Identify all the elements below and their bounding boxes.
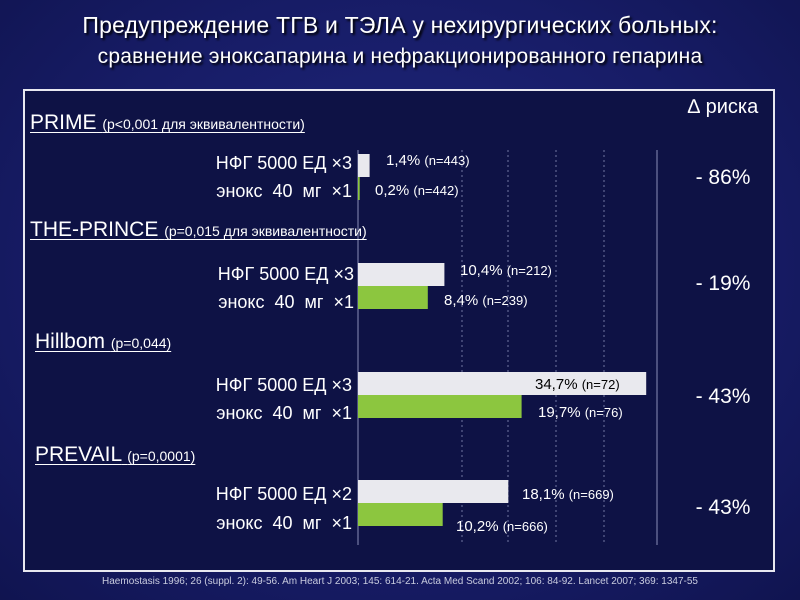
slide-title: Предупреждение ТГВ и ТЭЛА у нехирургичес… <box>82 12 718 38</box>
ufh-n: (n=443) <box>424 153 470 168</box>
risk-value-the-prince: - 19% <box>695 272 751 295</box>
enox-percent: 8,4% <box>444 292 479 309</box>
enox-n: (n=76) <box>584 405 623 420</box>
study-name: PREVAIL <box>35 443 122 466</box>
enox-percent: 10,2% <box>456 518 499 535</box>
study-title-prevail: PREVAIL (p=0,0001) <box>35 443 195 467</box>
ufh-value-label: 1,4% (n=443) <box>386 152 470 169</box>
bar-ufh-prevail <box>358 480 509 503</box>
study-pvalue: (p<0,001 для эквивалентности) <box>102 116 305 132</box>
ufh-dose-label: НФГ 5000 ЕД ×3 <box>217 264 354 284</box>
ufh-percent: 1,4% <box>386 152 421 169</box>
ufh-percent: 10,4% <box>460 262 503 279</box>
enox-n: (n=239) <box>482 293 528 308</box>
references-footnote: Haemostasis 1996; 26 (suppl. 2): 49-56. … <box>102 576 698 587</box>
ufh-dose-label: НФГ 5000 ЕД ×3 <box>215 153 352 173</box>
enox-value-label: 0,2% (n=442) <box>375 182 459 199</box>
ufh-dose-label: НФГ 5000 ЕД ×2 <box>215 484 352 504</box>
ufh-n: (n=72) <box>581 377 620 392</box>
enox-n: (n=666) <box>502 519 548 534</box>
study-title-hillbom: Hillbom (p=0,044) <box>35 330 171 354</box>
slide-subtitle: сравнение эноксапарина и нефракционирова… <box>97 45 703 68</box>
ufh-value-label: 10,4% (n=212) <box>460 262 552 279</box>
ufh-dose-label: НФГ 5000 ЕД ×3 <box>215 375 352 395</box>
study-name: PRIME <box>30 111 97 134</box>
risk-header: ∆ риска <box>687 96 759 118</box>
study-name: THE-PRINCE <box>30 218 159 241</box>
risk-value-prime: - 86% <box>695 166 751 189</box>
study-pvalue: (p=0,015 для эквивалентности) <box>164 223 367 239</box>
ufh-n: (n=669) <box>568 487 614 502</box>
risk-value-hillbom: - 43% <box>695 385 751 408</box>
enox-dose-label: энокс 40 мг ×1 <box>216 403 352 423</box>
enox-value-label: 19,7% (n=76) <box>538 404 623 421</box>
bar-ufh-hillbom <box>358 372 647 395</box>
ufh-percent: 18,1% <box>522 486 565 503</box>
enox-dose-label: энокс 40 мг ×1 <box>218 292 354 312</box>
risk-value-prevail: - 43% <box>695 496 751 519</box>
study-title-the-prince: THE-PRINCE (p=0,015 для эквивалентности) <box>30 218 367 242</box>
ufh-value-label: 18,1% (n=669) <box>522 486 614 503</box>
enox-value-label: 8,4% (n=239) <box>444 292 528 309</box>
bar-enox-prevail <box>358 503 443 526</box>
enox-n: (n=442) <box>413 183 459 198</box>
enox-value-label: 10,2% (n=666) <box>456 518 548 535</box>
study-name: Hillbom <box>35 330 106 353</box>
bar-enox-hillbom <box>358 395 522 418</box>
study-pvalue: (p=0,044) <box>110 335 172 351</box>
bar-ufh-the-prince <box>358 263 445 286</box>
enox-percent: 19,7% <box>538 404 581 421</box>
ufh-value-label: 34,7% (n=72) <box>535 376 620 393</box>
enox-percent: 0,2% <box>375 182 410 199</box>
ufh-percent: 34,7% <box>535 376 578 393</box>
bar-enox-prime <box>358 177 360 200</box>
bar-enox-the-prince <box>358 286 428 309</box>
study-pvalue: (p=0,0001) <box>127 448 196 464</box>
ufh-n: (n=212) <box>506 263 552 278</box>
enox-dose-label: энокс 40 мг ×1 <box>216 513 352 533</box>
enox-dose-label: энокс 40 мг ×1 <box>216 181 352 201</box>
study-title-prime: PRIME (p<0,001 для эквивалентности) <box>30 111 305 135</box>
bar-ufh-prime <box>358 154 370 177</box>
